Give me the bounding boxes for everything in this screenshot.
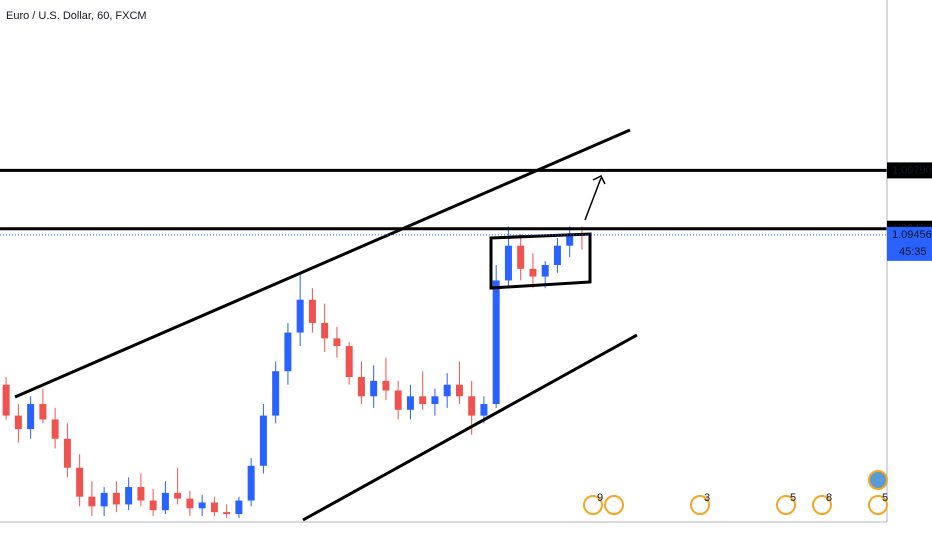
candle-body [112,492,120,505]
candle-body [492,280,500,405]
candle-body [161,492,169,511]
candle-body [357,376,365,397]
candle-body [174,492,182,499]
candle-body [100,492,108,507]
event-icon [868,470,888,490]
arrow-head [592,174,606,185]
event-count: 9 [597,492,603,504]
candle-body [529,268,537,277]
candle-body [210,502,218,513]
candle-body [480,404,488,416]
candle-body [149,500,157,511]
candle-body [333,338,341,347]
candle-body [51,419,59,439]
candle-body [284,332,292,372]
price-tag [887,162,932,179]
candle-body [27,404,35,430]
candle-body [63,438,71,468]
candle-body [272,371,280,416]
candle-body [125,487,133,505]
candle-body [186,498,194,509]
drawings [14,128,638,522]
flag-box [489,232,592,290]
event-count: 3 [704,492,710,504]
event-icon [868,495,888,515]
event-icon [583,495,603,515]
candle-body [443,384,451,397]
channel-lower [302,333,638,522]
candle-body [137,487,145,501]
last-price-label: 1.09456 [892,229,932,241]
event-icon [604,495,624,515]
candle-body [2,384,10,416]
candle-body [504,245,512,281]
candle-body [431,396,439,405]
candle-body [76,467,84,497]
candle-body [321,322,329,339]
candle-body [39,404,47,420]
channel-upper [14,128,631,399]
candle-body [235,500,243,515]
chart-title: Euro / U.S. Dollar, 60, FXCM [6,10,147,22]
candle-body [345,346,353,377]
candle-body [517,245,525,269]
candle-body [566,234,574,246]
candle-body [88,496,96,507]
candle-body [455,384,463,397]
candle-body [370,380,378,397]
candle-body [541,265,549,277]
candle-body [259,415,267,466]
event-icon [690,495,710,515]
candle-body [223,512,231,515]
candle-body [419,396,427,405]
candle-body [394,390,402,410]
candle-body [14,415,22,430]
event-count: 5 [790,492,796,504]
event-count: 8 [826,492,832,504]
price-tag-label: 1.09790 [892,164,932,176]
event-icon [776,495,796,515]
candle-body [406,396,414,410]
arrow [584,177,602,221]
countdown: 45:35 [899,246,927,258]
candle-body [308,299,316,323]
candle-body [468,396,476,416]
event-icon [812,495,832,515]
candle-body [382,380,390,391]
candle-body [553,245,561,265]
candle-body [296,299,304,333]
candle-body [247,465,255,501]
event-count: 5 [882,492,888,504]
last-price-tag [887,226,932,261]
candle-body [198,502,206,509]
